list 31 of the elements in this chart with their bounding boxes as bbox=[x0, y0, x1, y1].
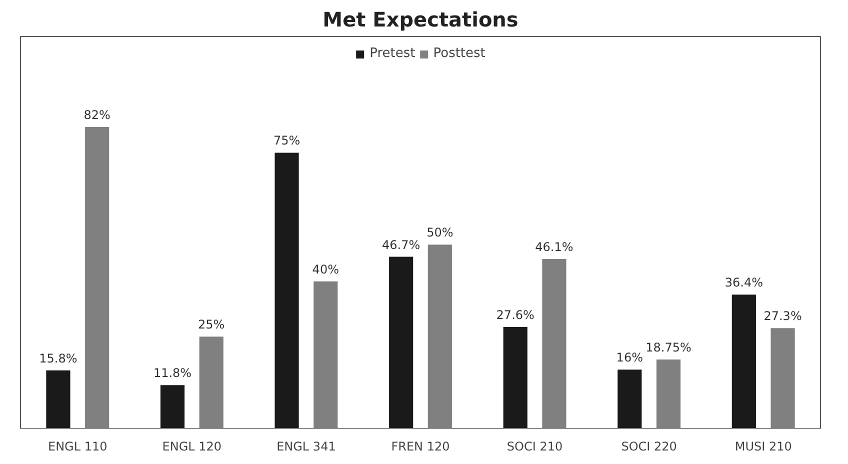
x-tick-label: SOCI 220 bbox=[621, 440, 677, 454]
bar bbox=[274, 152, 299, 428]
bar bbox=[732, 294, 756, 428]
x-tick-label: SOCI 210 bbox=[506, 440, 563, 454]
x-tick-label: ENGL 110 bbox=[48, 440, 108, 454]
data-label: 15.8% bbox=[39, 351, 78, 366]
bar bbox=[389, 256, 414, 428]
data-label: 50% bbox=[426, 226, 454, 240]
data-label: 16% bbox=[616, 350, 643, 365]
x-tick-label: FREN 120 bbox=[391, 440, 450, 454]
legend-label: Pretest bbox=[370, 46, 416, 61]
x-tick-label: ENGL 120 bbox=[162, 440, 222, 454]
bar bbox=[618, 370, 642, 428]
bar bbox=[160, 385, 185, 428]
data-label: 46.7% bbox=[382, 238, 420, 252]
x-tick-label: MUSI 210 bbox=[734, 440, 792, 454]
data-label: 11.8% bbox=[153, 366, 192, 380]
x-tick-label: ENGL 341 bbox=[276, 440, 336, 454]
legend-label: Posttest bbox=[433, 46, 486, 61]
chart-title: Met Expectations bbox=[322, 8, 518, 32]
data-label: 27.3% bbox=[764, 309, 802, 324]
data-label: 27.6% bbox=[496, 308, 534, 322]
data-label: 18.75% bbox=[646, 340, 692, 355]
data-label: 82% bbox=[84, 108, 110, 122]
bar bbox=[46, 370, 70, 428]
bar bbox=[503, 327, 528, 428]
data-label: 46.1% bbox=[535, 240, 574, 254]
data-label: 36.4% bbox=[724, 276, 763, 290]
data-label: 75% bbox=[273, 134, 300, 148]
data-label: 40% bbox=[312, 262, 339, 276]
data-label: 25% bbox=[198, 318, 225, 332]
